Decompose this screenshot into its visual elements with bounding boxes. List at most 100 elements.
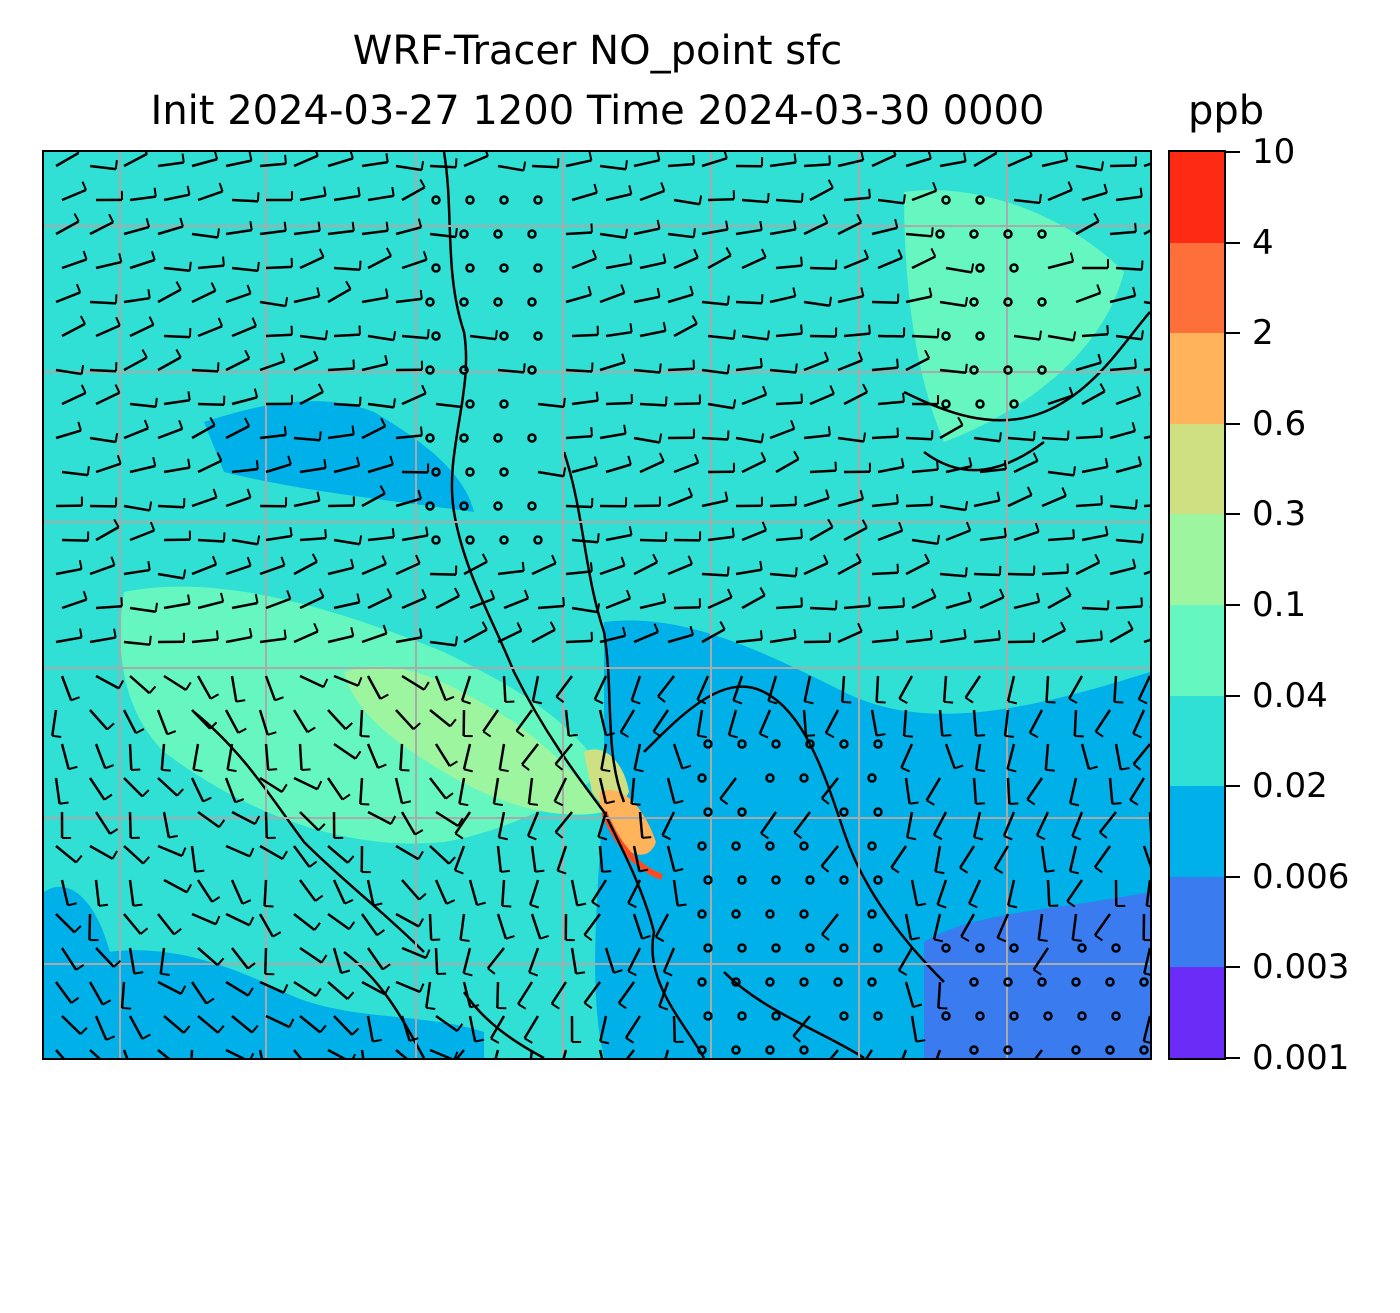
wind-barb xyxy=(820,845,839,867)
wind-barb-flag xyxy=(863,249,869,259)
calm-wind-marker xyxy=(499,263,509,273)
wind-barb xyxy=(366,947,384,971)
wind-barb-flag xyxy=(893,152,897,156)
wind-barb xyxy=(469,334,496,341)
wind-barb-flag xyxy=(596,533,600,543)
wind-barb xyxy=(1143,435,1150,440)
wind-barb-flag xyxy=(141,349,148,359)
wind-barb-flag xyxy=(150,251,156,261)
wind-barb xyxy=(497,164,524,172)
wind-barb xyxy=(299,194,326,202)
wind-barb xyxy=(964,675,982,699)
wind-barb xyxy=(639,189,665,202)
wind-barb-flag xyxy=(793,220,797,230)
wind-barb xyxy=(231,1015,253,1034)
wind-barb xyxy=(599,232,626,239)
wind-barb xyxy=(1047,260,1074,270)
calm-wind-marker xyxy=(975,1011,985,1021)
wind-barb xyxy=(128,947,136,974)
wind-barb xyxy=(1041,158,1068,168)
calm-wind-marker xyxy=(425,365,435,375)
wind-barb-flag xyxy=(968,902,978,909)
calm-wind-marker xyxy=(805,739,815,749)
wind-barb xyxy=(327,845,349,864)
wind-barb xyxy=(1109,366,1137,372)
wind-barb xyxy=(400,1015,411,1042)
wind-barb xyxy=(463,628,488,644)
wind-barb xyxy=(626,1049,635,1058)
wind-barb xyxy=(401,879,421,901)
wind-barb xyxy=(673,198,700,206)
wind-barb-flag xyxy=(1034,522,1040,533)
wind-barb-flag xyxy=(147,289,151,299)
wind-barb-flag xyxy=(210,282,217,292)
wind-barb-flag xyxy=(382,963,391,971)
wind-barb-flag xyxy=(211,896,221,903)
colorbar-segment xyxy=(1170,695,1224,787)
wind-barb-flag xyxy=(768,699,778,705)
wind-barb xyxy=(498,743,506,770)
wind-barb xyxy=(1115,538,1143,544)
wind-barb xyxy=(55,567,82,576)
wind-barb-flag xyxy=(926,799,935,806)
calm-wind-marker xyxy=(703,943,713,953)
wind-barb-flag xyxy=(215,630,219,640)
wind-barb-flag xyxy=(1065,586,1072,596)
wind-barb xyxy=(821,913,839,936)
wind-barb-flag xyxy=(697,698,707,705)
wind-barb xyxy=(939,368,966,374)
wind-barb-flag xyxy=(613,969,623,974)
wind-barb-flag xyxy=(822,554,829,564)
wind-barb xyxy=(1081,390,1106,406)
calm-wind-marker xyxy=(499,195,509,205)
wind-barb-flag xyxy=(460,397,464,408)
wind-barb xyxy=(605,533,632,542)
wind-barb xyxy=(191,424,216,440)
wind-barb xyxy=(298,879,317,902)
wind-barb xyxy=(996,913,1010,939)
wind-barb-flag xyxy=(214,915,221,925)
wind-barb-flag xyxy=(1094,866,1103,874)
wind-barb-flag xyxy=(521,561,525,571)
wind-barb xyxy=(630,777,636,805)
wind-barb-flag xyxy=(186,883,193,893)
wind-barb-flag xyxy=(283,629,287,639)
calm-wind-marker xyxy=(771,739,781,749)
wind-barb-flag xyxy=(358,535,363,545)
wind-barb-flag xyxy=(235,798,245,804)
wind-barb xyxy=(735,365,762,372)
wind-barb xyxy=(792,1015,811,1037)
wind-barb-flag xyxy=(627,902,637,909)
wind-barb xyxy=(701,436,729,441)
wind-barb xyxy=(157,288,182,304)
wind-barb-flag xyxy=(657,695,666,703)
wind-barb xyxy=(89,1049,101,1058)
wind-barb-flag xyxy=(539,934,550,940)
wind-barb-flag xyxy=(1134,222,1137,232)
wind-barb-flag xyxy=(102,999,112,1006)
colorbar-tick xyxy=(1226,151,1240,153)
wind-barb xyxy=(1081,606,1109,611)
wind-barb-flag xyxy=(251,1024,259,1034)
wind-barb-flag xyxy=(964,296,969,307)
wind-barb-flag xyxy=(1136,386,1142,396)
wind-barb xyxy=(55,152,80,168)
wind-barb-flag xyxy=(379,485,386,495)
wind-barb-flag xyxy=(766,330,770,340)
wind-barb xyxy=(263,879,268,907)
wind-barb xyxy=(741,594,766,610)
wind-barb-flag xyxy=(590,223,593,233)
wind-barb xyxy=(293,776,319,791)
wind-barb-flag xyxy=(1029,732,1039,739)
calm-wind-marker xyxy=(465,195,475,205)
wind-barb xyxy=(401,596,427,610)
wind-barb xyxy=(775,536,803,542)
wind-barb xyxy=(129,402,156,409)
wind-barb-flag xyxy=(247,962,256,970)
calm-wind-marker xyxy=(1037,229,1047,239)
wind-barb xyxy=(293,436,321,442)
wind-barb xyxy=(925,777,942,801)
wind-barb xyxy=(259,637,286,644)
wind-barb xyxy=(191,158,218,168)
wind-barb-flag xyxy=(805,734,816,737)
